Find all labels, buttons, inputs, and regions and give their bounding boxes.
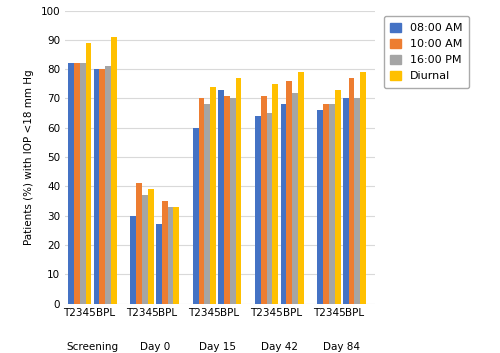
Text: Day 42: Day 42 (261, 342, 298, 352)
Bar (162, 201, 168, 304)
Bar (292, 92, 298, 304)
Bar (280, 104, 286, 304)
Bar (156, 225, 162, 304)
Bar (298, 72, 304, 304)
Bar (224, 96, 230, 304)
Text: Day 0: Day 0 (140, 342, 170, 352)
Bar (286, 81, 292, 304)
Bar (210, 87, 216, 304)
Bar (354, 98, 360, 304)
Bar (74, 63, 80, 304)
Bar (266, 113, 272, 304)
Bar (198, 98, 204, 304)
Bar (272, 84, 278, 304)
Bar (204, 104, 210, 304)
Y-axis label: Patients (%) with IOP <18 mm Hg: Patients (%) with IOP <18 mm Hg (24, 69, 34, 245)
Bar (130, 216, 136, 304)
Bar (343, 98, 348, 304)
Bar (255, 116, 261, 304)
Bar (80, 63, 86, 304)
Bar (329, 104, 334, 304)
Bar (100, 69, 105, 304)
Bar (86, 43, 91, 304)
Text: Screening: Screening (66, 342, 118, 352)
Bar (136, 184, 142, 304)
Bar (142, 195, 148, 304)
Bar (218, 90, 224, 304)
Bar (106, 66, 111, 304)
Bar (360, 72, 366, 304)
Bar (230, 98, 235, 304)
Text: Day 15: Day 15 (198, 342, 235, 352)
Bar (174, 207, 179, 304)
Bar (318, 110, 323, 304)
Bar (348, 78, 354, 304)
Bar (261, 96, 266, 304)
Legend: 08:00 AM, 10:00 AM, 16:00 PM, Diurnal: 08:00 AM, 10:00 AM, 16:00 PM, Diurnal (384, 16, 470, 88)
Bar (193, 128, 198, 304)
Bar (168, 207, 173, 304)
Bar (94, 69, 100, 304)
Text: Day 84: Day 84 (323, 342, 360, 352)
Bar (111, 37, 117, 304)
Bar (236, 78, 242, 304)
Bar (148, 189, 154, 304)
Bar (68, 63, 74, 304)
Bar (334, 90, 340, 304)
Bar (323, 104, 329, 304)
